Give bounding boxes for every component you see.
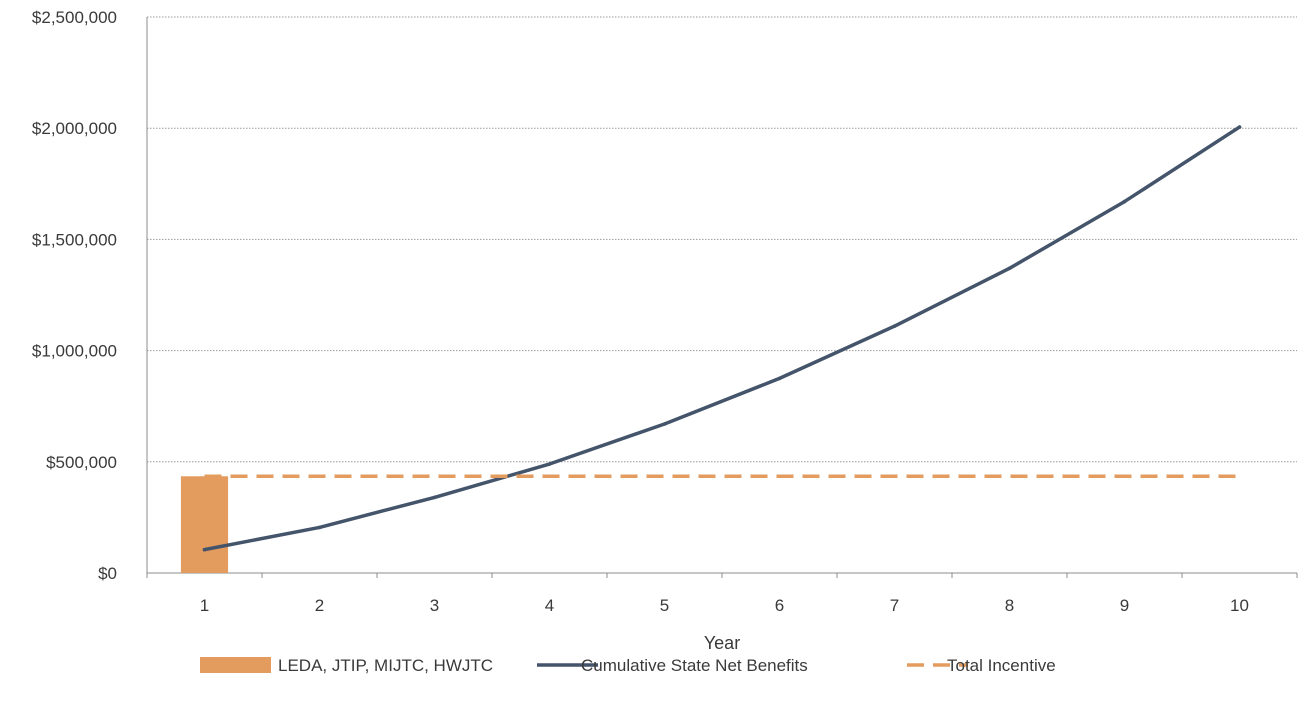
line-point bbox=[547, 462, 552, 466]
y-tick-label: $0 bbox=[98, 564, 117, 583]
bar bbox=[180, 476, 229, 573]
line-point bbox=[1007, 266, 1012, 271]
y-tick-label: $1,500,000 bbox=[32, 230, 117, 249]
cumulative-net-benefits-line bbox=[202, 125, 1242, 552]
bar-series bbox=[180, 476, 229, 573]
x-tick-label: 7 bbox=[890, 596, 899, 615]
legend: LEDA, JTIP, MIJTC, HWJTC Cumulative State… bbox=[200, 656, 1056, 675]
x-tick-label: 6 bbox=[775, 596, 784, 615]
legend-bar-swatch bbox=[200, 657, 271, 673]
y-axis: $0 $500,000 $1,000,000 $1,500,000 $2,000,000… bbox=[32, 8, 148, 583]
line-point bbox=[892, 324, 897, 328]
line-point bbox=[317, 525, 322, 530]
y-tick-label: $1,000,000 bbox=[32, 342, 117, 361]
x-axis: 1 2 3 4 5 6 7 8 9 10 bbox=[146, 572, 1298, 615]
line-point bbox=[432, 495, 437, 500]
legend-label: LEDA, JTIP, MIJTC, HWJTC bbox=[278, 656, 493, 675]
x-tick-label: 3 bbox=[430, 596, 439, 615]
x-tick-label: 5 bbox=[660, 596, 669, 615]
gridlines bbox=[147, 16, 1297, 463]
line-point bbox=[662, 422, 667, 426]
line-point bbox=[1122, 199, 1127, 204]
x-tick-label: 8 bbox=[1005, 596, 1014, 615]
x-tick-label: 9 bbox=[1120, 596, 1129, 615]
x-tick-label: 2 bbox=[315, 596, 324, 615]
x-tick-label: 10 bbox=[1230, 596, 1249, 615]
y-tick-label: $2,000,000 bbox=[32, 119, 117, 138]
legend-label: Cumulative State Net Benefits bbox=[581, 656, 808, 675]
y-tick-label: $500,000 bbox=[46, 453, 117, 472]
line-point bbox=[202, 547, 207, 552]
line-point bbox=[1237, 125, 1242, 129]
legend-label: Total Incentive bbox=[947, 656, 1056, 675]
x-tick-label: 4 bbox=[545, 596, 554, 615]
y-tick-label: $2,500,000 bbox=[32, 8, 117, 27]
x-tick-label: 1 bbox=[200, 596, 209, 615]
line-point bbox=[777, 376, 782, 381]
x-axis-title: Year bbox=[704, 633, 740, 653]
line-series bbox=[202, 125, 1242, 552]
